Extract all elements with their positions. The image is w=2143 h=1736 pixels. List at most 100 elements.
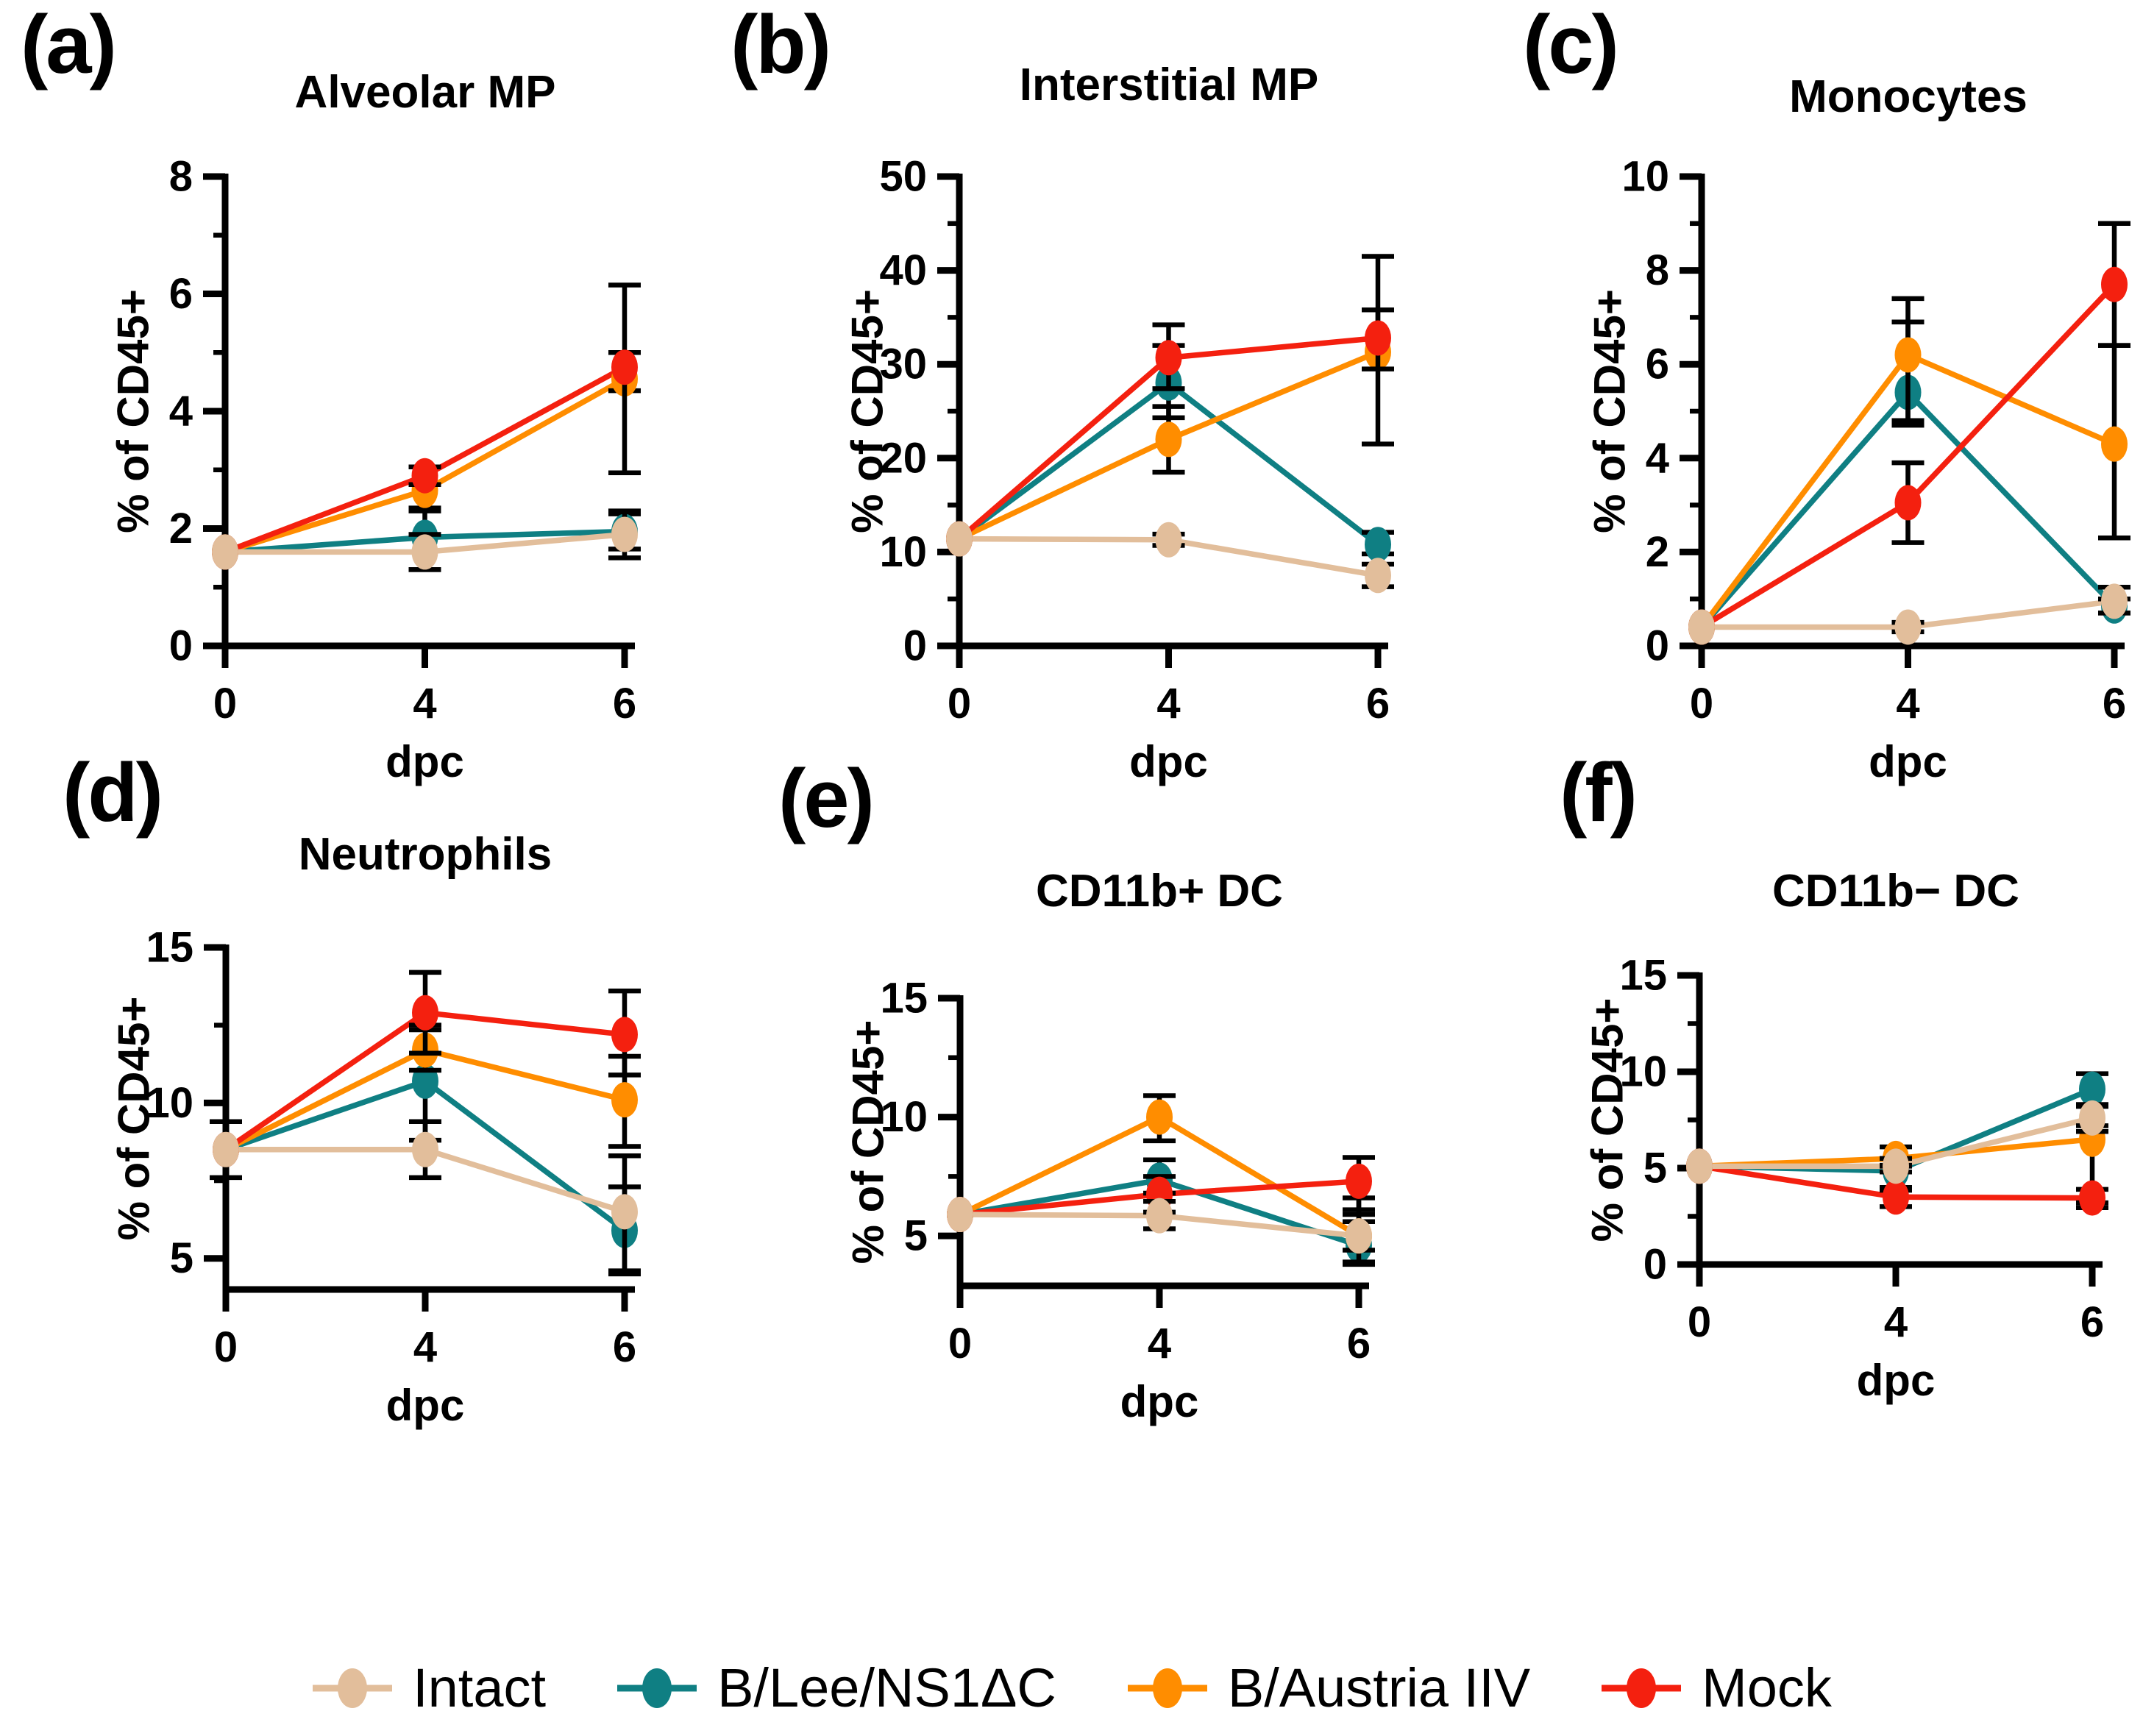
x-axis: 0 4 6 <box>214 1289 636 1371</box>
x-tick-label: 0 <box>948 1320 972 1367</box>
data-point <box>1686 1148 1713 1184</box>
x-axis: 0 4 6 <box>948 1286 1371 1367</box>
data-point <box>947 1197 973 1233</box>
data-point <box>411 458 438 494</box>
y-tick-label: 0 <box>903 622 927 670</box>
error-bars <box>1891 221 2130 545</box>
legend-label: B/Lee/NS1ΔC <box>717 1657 1056 1718</box>
y-tick-label: 5 <box>170 1234 193 1282</box>
x-tick-label: 0 <box>214 1323 238 1371</box>
error-bars <box>1152 343 1394 557</box>
y-tick-label: 20 <box>879 434 927 482</box>
data-point <box>1365 558 1391 594</box>
legend-label: Intact <box>413 1657 547 1718</box>
y-tick-label: 6 <box>169 270 193 318</box>
panel-a-letter: (a) <box>21 0 117 90</box>
y-axis-title: % of CD45+ <box>843 289 892 533</box>
y-axis: 0 2 4 6 8 10 <box>1621 153 1702 670</box>
x-axis: 0 4 6 <box>213 646 636 728</box>
panel-e-title: CD11b+ DC <box>1036 866 1283 917</box>
x-tick-label: 0 <box>213 680 237 728</box>
data-point <box>1688 609 1715 645</box>
error-bars <box>1152 307 1394 475</box>
y-tick-label: 8 <box>169 153 193 201</box>
y-axis: 0 2 4 6 8 <box>169 153 225 670</box>
panel-c-plot: 0 2 4 6 8 10 0 4 6 dpc % of CD45+ <box>1585 153 2130 786</box>
data-point <box>1146 1198 1173 1234</box>
y-tick-label: 0 <box>1646 622 1669 670</box>
panel-b-title: Interstitial MP <box>1019 60 1319 110</box>
legend-marker-icon <box>1602 1668 1682 1708</box>
data-point <box>1155 522 1182 558</box>
legend-item-mock: Mock <box>1600 1657 1832 1719</box>
panel-e-plot: 5 10 15 0 4 6 dpc % of CD45+ <box>844 975 1375 1426</box>
data-point <box>2079 1180 2105 1216</box>
x-tick-label: 0 <box>1690 680 1713 728</box>
y-tick-label: 4 <box>1646 434 1669 482</box>
data-point <box>611 349 638 385</box>
panel-a-plot: 0 2 4 6 8 0 4 6 dpc % of CD45+ <box>109 153 641 786</box>
panel-e-letter: (e) <box>778 753 875 844</box>
data-point <box>611 1017 638 1053</box>
legend-marker-icon <box>1127 1668 1207 1708</box>
panel-b-letter: (b) <box>731 0 831 90</box>
panel-c-letter: (c) <box>1523 0 1619 90</box>
y-axis: 0 10 20 30 40 50 <box>879 153 959 670</box>
y-tick-label: 10 <box>880 1093 928 1141</box>
data-point <box>1155 421 1182 458</box>
y-axis-title: % of CD45+ <box>110 997 159 1241</box>
error-bars <box>408 508 641 572</box>
data-point <box>2101 266 2128 302</box>
data-point <box>411 534 438 570</box>
panel-d-plot: 5 10 15 0 4 6 dpc % of CD45+ <box>110 924 641 1430</box>
x-tick-label: 6 <box>1366 680 1390 728</box>
x-axis-title: dpc <box>1120 1377 1199 1426</box>
y-tick-label: 0 <box>169 622 193 670</box>
data-point <box>412 1131 438 1167</box>
x-tick-label: 6 <box>613 680 636 728</box>
y-axis: 5 10 15 <box>880 975 960 1260</box>
y-tick-label: 40 <box>879 246 927 294</box>
legend-item-blee: B/Lee/NS1ΔC <box>616 1657 1056 1719</box>
x-tick-label: 4 <box>1148 1320 1171 1367</box>
x-tick-label: 4 <box>413 1323 437 1371</box>
x-tick-label: 6 <box>2103 680 2126 728</box>
data-point <box>2101 583 2128 619</box>
data-point <box>611 1082 638 1118</box>
data-point <box>1346 1218 1372 1254</box>
series-markers <box>1686 1100 2105 1184</box>
x-tick-label: 0 <box>948 680 971 728</box>
x-tick-label: 6 <box>613 1323 636 1371</box>
x-axis-title: dpc <box>385 737 464 786</box>
error-bars <box>409 1027 641 1149</box>
panel-f-plot: 0 5 10 15 0 4 6 dpc % of CD45+ <box>1583 952 2108 1405</box>
y-tick-label: 10 <box>1621 153 1669 201</box>
y-tick-label: 2 <box>1646 528 1669 576</box>
x-tick-label: 4 <box>413 680 436 728</box>
y-tick-label: 6 <box>1646 341 1669 388</box>
legend: Intact B/Lee/NS1ΔC B/Austria IIV Mock <box>0 1637 2143 1736</box>
y-axis-title: % of CD45+ <box>1583 998 1632 1242</box>
x-tick-label: 0 <box>1688 1298 1711 1346</box>
y-tick-label: 5 <box>1643 1145 1667 1192</box>
data-point <box>1365 320 1391 356</box>
data-point <box>1894 485 1922 521</box>
panel-d-letter: (d) <box>63 747 163 839</box>
y-axis-title: % of CD45+ <box>1585 289 1635 533</box>
legend-item-intact: Intact <box>311 1657 546 1719</box>
panel-f-letter: (f) <box>1560 747 1638 839</box>
series-markers <box>947 1197 1372 1254</box>
x-axis: 0 4 6 <box>948 646 1390 728</box>
y-tick-label: 10 <box>146 1079 193 1127</box>
data-point <box>1365 527 1391 563</box>
data-point <box>1894 609 1922 645</box>
y-tick-label: 15 <box>146 924 193 972</box>
y-tick-label: 10 <box>879 528 927 576</box>
x-axis-title: dpc <box>1869 737 1947 786</box>
x-tick-label: 4 <box>1896 680 1919 728</box>
y-axis-title: % of CD45+ <box>109 289 158 533</box>
legend-marker-icon <box>617 1668 697 1708</box>
panel-c-title: Monocytes <box>1789 71 2028 122</box>
legend-marker-icon <box>313 1668 393 1708</box>
data-point <box>611 1194 638 1230</box>
